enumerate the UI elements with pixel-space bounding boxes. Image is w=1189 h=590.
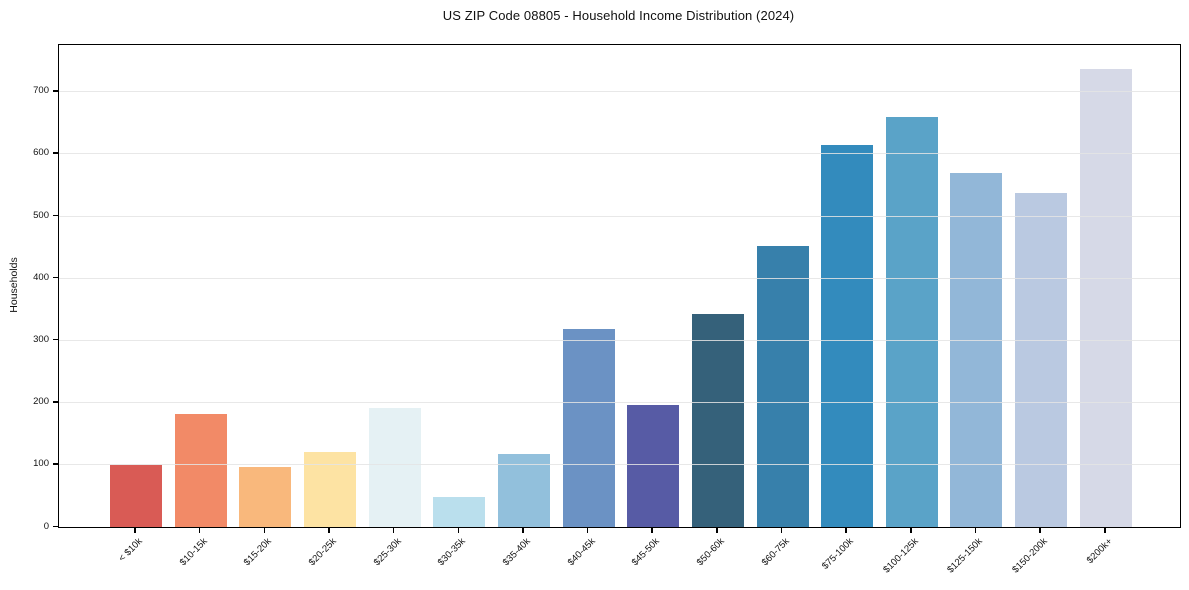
x-tick-mark [1039,527,1041,533]
x-tick-mark [392,527,395,533]
x-tick-mark [1104,527,1106,533]
y-tick-label: 600 [33,147,49,159]
y-tick-label: 500 [33,209,49,221]
gridline [59,277,1180,279]
x-tick-mark [522,527,524,533]
x-tick-mark [910,527,912,533]
y-tick-label: 400 [33,271,49,283]
y-tick-label: 100 [33,458,49,470]
x-tick-label: $75-100k [820,536,856,572]
y-tick-label: 700 [33,85,49,97]
bar-$60-75k [756,245,809,527]
x-tick-label: $40-45k [565,536,598,569]
y-tick-label: 0 [43,520,49,532]
y-tick-label: 300 [33,333,49,345]
x-tick-label: $50-60k [694,536,727,569]
bar-$30-35k [433,496,486,527]
bar-$200k+ [1079,69,1132,527]
x-tick-label: $35-40k [500,536,533,569]
bar-$35-40k [497,454,550,527]
x-tick-mark [716,527,718,533]
bar-$125-150k [950,173,1003,527]
bar-$40-45k [562,328,615,527]
y-tick-mark [53,214,58,217]
x-tick-mark [457,527,459,533]
gridline [59,215,1180,217]
gridline [59,339,1180,341]
x-tick-label: $100-125k [881,536,921,576]
x-tick-mark [198,527,201,533]
bar-$150-200k [1015,193,1068,527]
bar-$25-30k [368,407,421,527]
y-tick-mark [53,338,58,341]
bar-$20-25k [303,451,356,527]
x-tick-mark [586,527,589,533]
x-tick-mark [780,527,783,533]
gridline [59,91,1180,93]
bar-$45-50k [627,405,680,527]
bar-$75-100k [821,144,874,527]
x-tick-label: $125-150k [945,536,986,576]
bar-$10-15k [174,414,227,527]
x-tick-mark [974,527,977,533]
x-tick-label: $30-35k [435,536,469,569]
x-tick-mark [134,527,136,533]
x-tick-label: $10-15k [177,536,210,569]
y-axis-label: Households [8,257,20,313]
chart-title: US ZIP Code 08805 - Household Income Dis… [442,8,795,23]
gridline [59,402,1180,404]
x-tick-label: $150-200k [1010,536,1050,576]
y-tick-mark [53,90,58,92]
x-tick-mark [328,527,330,533]
y-tick-mark [53,525,58,527]
bar-$15-20k [239,466,292,527]
bar-$100-125k [885,116,938,527]
x-tick-label: $25-30k [371,536,404,569]
y-tick-mark [53,401,58,403]
y-tick-mark [53,463,58,465]
x-tick-mark [651,527,653,533]
gridline [59,464,1180,466]
bar-< $10k [110,465,162,527]
gridline [59,153,1180,155]
x-tick-label: $200k+ [1084,536,1115,567]
bar-$50-60k [691,314,744,527]
x-tick-label: $20-25k [306,536,339,569]
y-tick-mark [53,152,58,154]
y-tick-label: 200 [33,396,49,408]
x-tick-mark [263,527,266,533]
plot-area [58,44,1181,528]
x-tick-label: $45-50k [629,536,662,569]
x-tick-mark [845,527,847,533]
x-tick-label: $60-75k [759,536,792,569]
y-tick-mark [53,276,58,279]
x-tick-label: < $10k [116,536,145,565]
x-tick-label: $15-20k [242,536,275,569]
